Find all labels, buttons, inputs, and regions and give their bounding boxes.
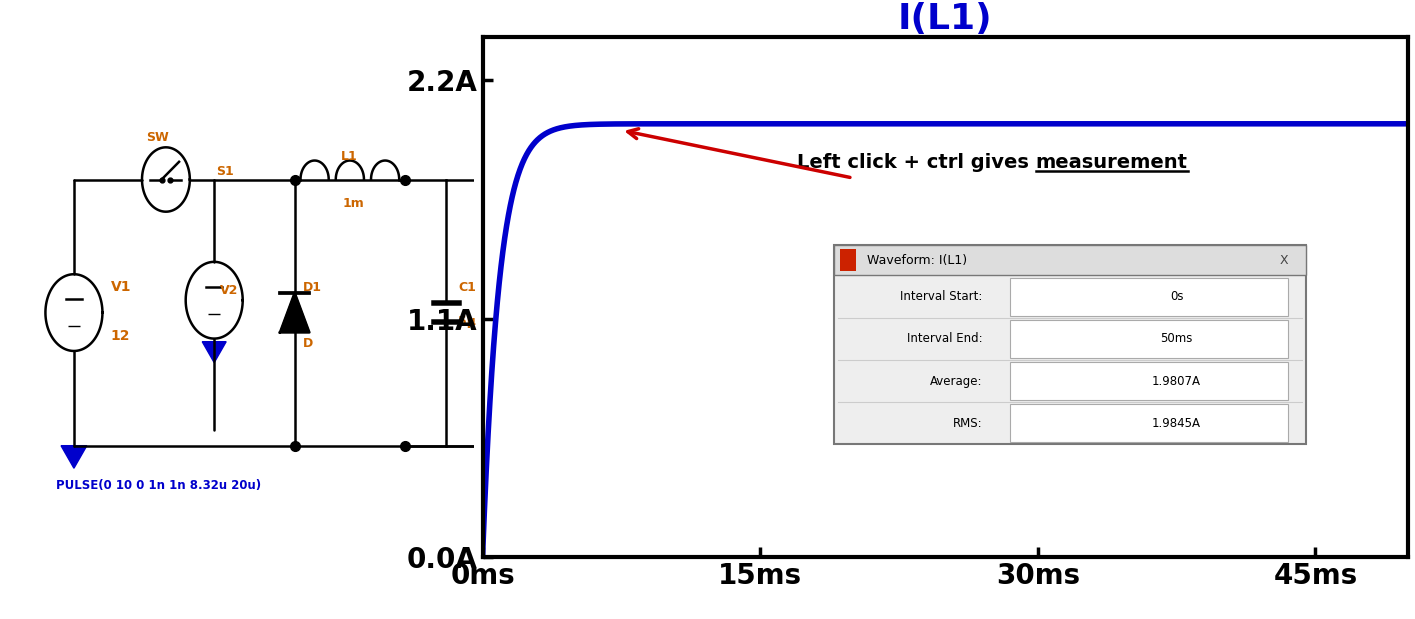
Bar	[1010, 320, 1288, 358]
Bar	[1010, 404, 1288, 442]
Text: V2: V2	[219, 284, 238, 297]
Text: L1: L1	[341, 150, 358, 163]
Polygon shape	[280, 293, 310, 332]
Text: 1m: 1m	[342, 197, 365, 210]
Text: C1: C1	[458, 281, 475, 294]
Text: V1: V1	[110, 280, 132, 294]
Bar	[1010, 362, 1288, 400]
Text: D1: D1	[303, 281, 323, 294]
Title: I(L1): I(L1)	[899, 2, 992, 36]
Bar	[481, 240, 499, 386]
FancyBboxPatch shape	[835, 245, 1306, 444]
Text: PULSE(0 10 0 1n 1n 8.32u 20u): PULSE(0 10 0 1n 1n 8.32u 20u)	[55, 479, 260, 492]
Text: R1: R1	[502, 281, 519, 294]
Text: 2.5: 2.5	[502, 315, 524, 328]
Text: 1.9845A: 1.9845A	[1152, 417, 1201, 430]
Text: S1: S1	[216, 165, 235, 178]
FancyBboxPatch shape	[835, 245, 1306, 275]
Text: Interval Start:: Interval Start:	[900, 290, 982, 303]
Text: Waveform: I(L1): Waveform: I(L1)	[867, 254, 968, 267]
Bar	[839, 249, 856, 271]
Text: Interval End:: Interval End:	[907, 332, 982, 345]
Text: RMS:: RMS:	[952, 417, 982, 430]
Text: X: X	[1279, 254, 1288, 267]
Polygon shape	[202, 342, 226, 363]
Text: 0s: 0s	[1170, 290, 1183, 303]
Text: D: D	[303, 337, 313, 350]
Text: Left click + ctrl gives: Left click + ctrl gives	[797, 154, 1036, 172]
Text: measurement: measurement	[1036, 154, 1187, 172]
Text: 50ms: 50ms	[1160, 332, 1193, 345]
Bar	[1010, 277, 1288, 316]
Text: 1.9807A: 1.9807A	[1152, 374, 1201, 387]
Text: Average:: Average:	[930, 374, 982, 387]
Text: SW: SW	[147, 131, 170, 144]
Polygon shape	[61, 446, 86, 468]
Text: 12: 12	[110, 329, 130, 344]
Text: 5μ: 5μ	[458, 315, 475, 328]
